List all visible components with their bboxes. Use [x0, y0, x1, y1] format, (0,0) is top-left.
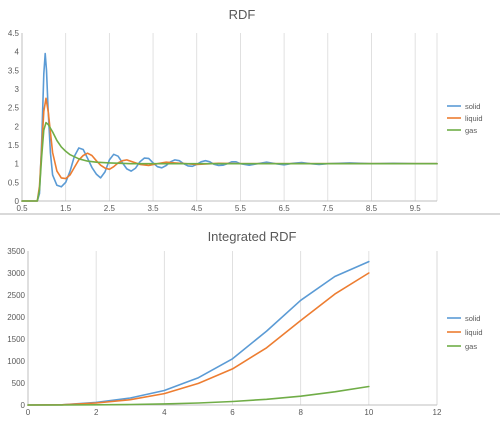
- integrated-rdf-chart-panel: Integrated RDF 0 500 1000 1500 2000 2500 3000 3…: [0, 216, 500, 426]
- x-tick-label: 10: [364, 408, 373, 417]
- chart-title: RDF: [229, 7, 256, 22]
- y-tick-label: 3000: [7, 269, 25, 278]
- y-tick-label: 0: [21, 401, 26, 410]
- x-tick-label: 0: [26, 408, 31, 417]
- chart-title: Integrated RDF: [208, 229, 297, 244]
- y-tick-label: 500: [12, 379, 26, 388]
- y-tick-label: 2: [15, 122, 20, 131]
- series-line-liquid: [27, 272, 370, 406]
- x-tick-label: 4: [162, 408, 167, 417]
- y-tick-label: 3.5: [8, 66, 20, 75]
- y-tick-label: 2000: [7, 313, 25, 322]
- y-tick-label: 4.5: [8, 29, 20, 38]
- x-tick-label: 1.5: [60, 204, 72, 213]
- chart-divider: [0, 213, 500, 215]
- rdf-chart: RDF 00.511.522.533.544.50.5 1.5 2.5 3.5 4.5 5…: [8, 7, 483, 213]
- x-tick-label: 2.5: [104, 204, 116, 213]
- legend-label-liquid: liquid: [465, 114, 483, 123]
- y-tick-label: 0: [15, 197, 20, 206]
- y-tick-label: 3500: [7, 247, 25, 256]
- gridlines: [21, 33, 438, 201]
- y-tick-label: 3: [15, 85, 20, 94]
- y-tick-label: 2.5: [8, 104, 20, 113]
- x-tick-label: 9.5: [410, 204, 422, 213]
- legend-label-gas: gas: [465, 126, 477, 135]
- y-tick-label: 1000: [7, 357, 25, 366]
- x-tick-label: 12: [433, 408, 442, 417]
- y-tick-label: 1500: [7, 335, 25, 344]
- legend: solid liquid gas: [447, 102, 483, 135]
- y-tick-label: 4: [15, 48, 20, 57]
- x-tick-label: 8.5: [366, 204, 378, 213]
- y-tick-label: 0.5: [8, 178, 20, 187]
- y-tick-label: 1: [15, 160, 20, 169]
- legend-label-liquid: liquid: [465, 328, 483, 337]
- legend-label-solid: solid: [465, 314, 480, 323]
- y-tick-label: 1.5: [8, 141, 20, 150]
- x-tick-label: 5.5: [235, 204, 247, 213]
- legend-label-gas: gas: [465, 342, 477, 351]
- legend: solid liquid gas: [447, 314, 483, 351]
- integrated-rdf-chart: Integrated RDF 0 500 1000 1500 2000 2500 3000 3…: [7, 229, 483, 417]
- x-tick-label: 6: [230, 408, 235, 417]
- y-tick-label: 2500: [7, 291, 25, 300]
- x-tick-label: 3.5: [147, 204, 159, 213]
- series-line-gas: [21, 121, 438, 202]
- x-tick-label: 4.5: [191, 204, 203, 213]
- x-tick-label: 7.5: [322, 204, 334, 213]
- x-tick-label: 2: [94, 408, 99, 417]
- legend-label-solid: solid: [465, 102, 480, 111]
- x-tick-label: 0.5: [16, 204, 28, 213]
- series-line-solid: [21, 52, 438, 202]
- x-tick-label: 6.5: [279, 204, 291, 213]
- rdf-chart-panel: RDF 0 0.5 1 1.5 2 2.5 3 3.5 4 4.5 0.5 1.5 2.5 3.5 4.5 5…: [7, 7, 483, 213]
- series-line-gas: [27, 385, 370, 406]
- x-tick-label: 8: [298, 408, 303, 417]
- gridlines: [27, 251, 438, 405]
- series-line-liquid: [21, 97, 438, 202]
